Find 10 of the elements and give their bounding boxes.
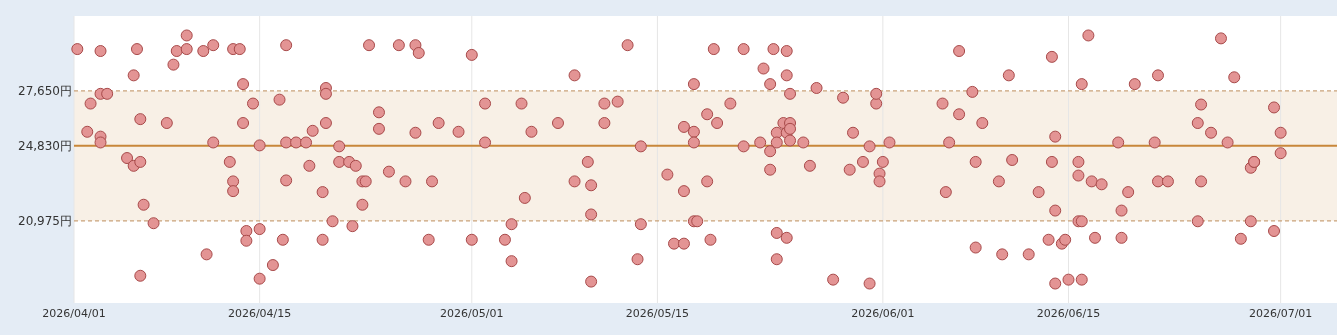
y-tick-label: 24,830円	[18, 138, 72, 153]
x-tick-label: 2026/04/15	[227, 307, 292, 320]
y-tick-label: 27,650円	[18, 83, 72, 98]
x-tick-label: 2026/04/01	[42, 307, 106, 320]
x-tick-label: 2026/06/01	[851, 307, 915, 320]
x-tick-label: 2026/07/01	[1248, 307, 1313, 320]
x-tick-label: 2026/05/01	[440, 307, 504, 320]
y-tick-label: 20,975円	[18, 213, 72, 228]
x-tick-label: 2026/05/15	[625, 307, 690, 320]
x-tick-label: 2026/06/15	[1036, 307, 1101, 320]
